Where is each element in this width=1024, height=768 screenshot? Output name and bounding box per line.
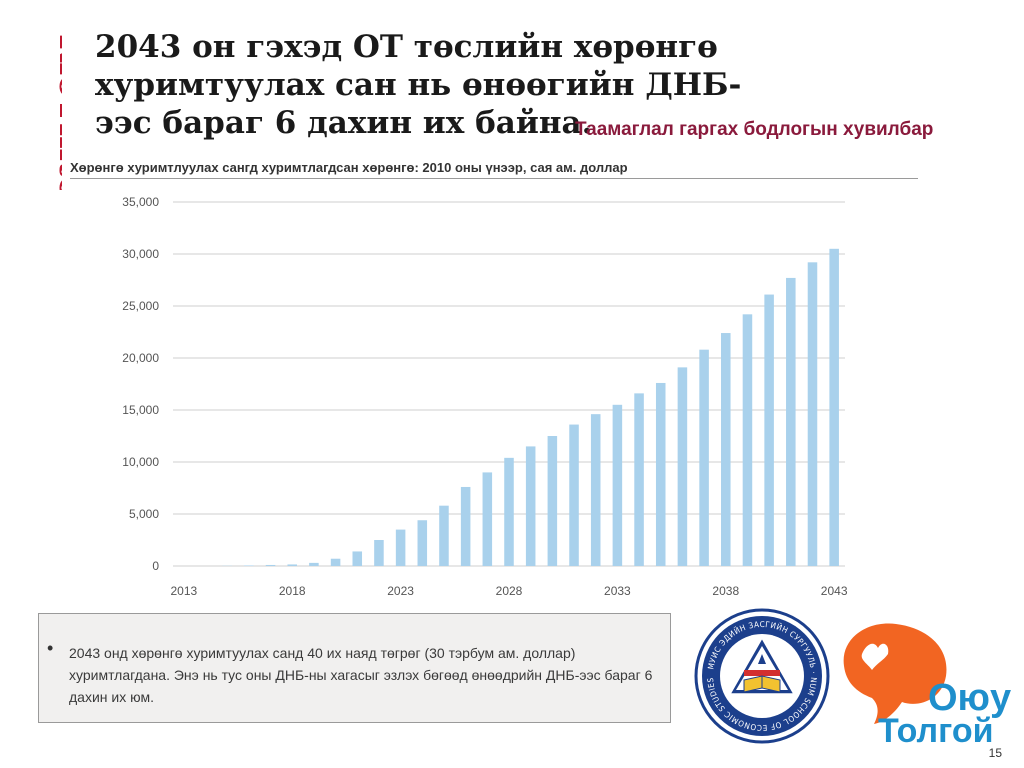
bar-2035 — [655, 382, 666, 566]
page-number: 15 — [988, 746, 1002, 760]
bar-2042 — [807, 262, 818, 566]
x-tick-label: 2028 — [496, 584, 523, 598]
riotinto-logo: RioTinto — [51, 34, 62, 190]
bar-2034 — [634, 393, 644, 566]
y-tick-label: 0 — [152, 559, 159, 573]
caption-divider — [70, 178, 918, 179]
bar-2019 — [309, 562, 319, 566]
y-tick-label: 30,000 — [122, 247, 159, 261]
y-axis-ticks: 0 5,000 10,000 15,000 20,000 25,000 30,000 35,0… — [122, 195, 159, 573]
bar-2030 — [547, 436, 558, 566]
slide-title: 2043 он гэхэд ОТ төслийн хөрөнгө хуримту… — [95, 29, 742, 141]
bullet-text: 2043 онд хөрөнгө хуримтуулах санд 40 их … — [69, 645, 653, 705]
grid-lines — [173, 201, 845, 567]
bar-2039 — [742, 314, 753, 566]
bar-2036 — [677, 367, 688, 566]
y-tick-label: 35,000 — [122, 195, 159, 209]
slide-subtitle: Таамаглал гаргах бодлогын хувилбар — [575, 119, 934, 140]
logo-text-tolgoi: Толгой — [878, 712, 994, 748]
x-tick-label: 2043 — [821, 584, 848, 598]
bar-2026 — [460, 486, 471, 566]
riotinto-brand-text: RioTinto — [51, 34, 62, 190]
bullet-box: • 2043 онд хөрөнгө хуримтуулах санд 40 и… — [38, 613, 671, 723]
x-tick-label: 2023 — [387, 584, 414, 598]
bar-2029 — [525, 446, 536, 566]
bar-2040 — [764, 294, 774, 566]
bar-2023 — [395, 529, 406, 566]
y-tick-label: 15,000 — [122, 403, 159, 417]
logo-text-oyu: Оюу — [928, 677, 1011, 719]
bar-2024 — [417, 520, 428, 566]
y-tick-label: 25,000 — [122, 299, 159, 313]
bar-2043 — [829, 248, 839, 567]
x-axis-ticks: 2013 2018 2023 2028 2033 2038 2043 — [170, 584, 847, 598]
oyu-tolgoi-logo: Оюу Толгой — [843, 623, 1011, 748]
x-tick-label: 2013 — [170, 584, 197, 598]
bar-2022 — [374, 540, 384, 566]
chart-caption: Хөрөнгө хуримтлуулах сангд хуримтлагдсан… — [70, 160, 628, 175]
school-seal-logo: МУИС ЭДИЙН ЗАСГИЙН СУРГУУЛЬ · NUM SCHOOL… — [694, 608, 830, 744]
bar-2033 — [612, 404, 623, 566]
bar-2028 — [504, 457, 514, 566]
bar-chart: 0 5,000 10,000 15,000 20,000 25,000 30,000 35,0… — [122, 195, 848, 598]
x-tick-label: 2038 — [712, 584, 739, 598]
bar-2032 — [590, 414, 601, 566]
bar-2016 — [244, 565, 254, 566]
x-tick-label: 2018 — [279, 584, 306, 598]
x-tick-label: 2033 — [604, 584, 631, 598]
bar-2041 — [786, 277, 796, 566]
bar-2018 — [287, 564, 297, 566]
bar-2021 — [352, 551, 363, 566]
y-tick-label: 10,000 — [122, 455, 159, 469]
bar-2038 — [721, 333, 731, 566]
bar-2037 — [699, 349, 709, 566]
bar-2027 — [482, 472, 493, 566]
y-tick-label: 5,000 — [129, 507, 159, 521]
y-tick-label: 20,000 — [122, 351, 159, 365]
bars — [222, 248, 839, 567]
bar-2031 — [569, 424, 579, 566]
bar-2017 — [265, 564, 276, 566]
bar-2020 — [330, 558, 341, 566]
bar-2025 — [439, 505, 449, 566]
bullet-dot-icon: • — [47, 638, 54, 658]
